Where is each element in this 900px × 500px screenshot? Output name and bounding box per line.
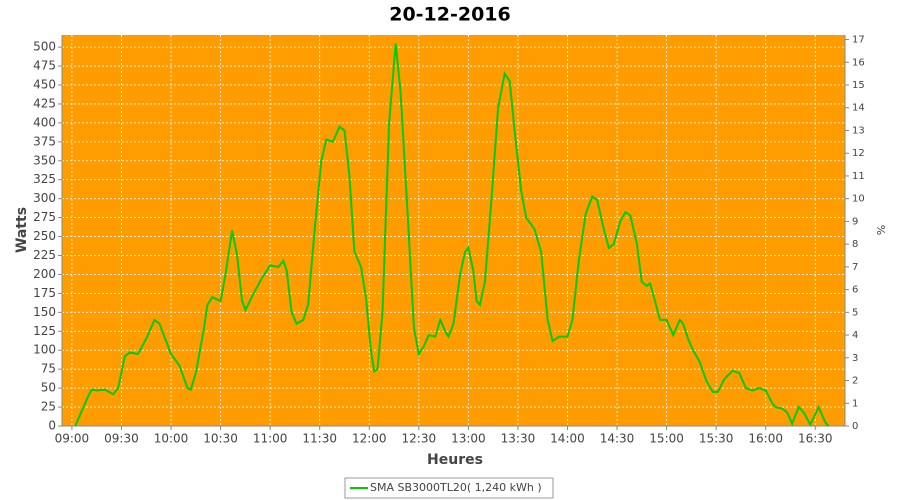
x-tick-label: 14:30 bbox=[600, 432, 635, 446]
y-tick-label: 500 bbox=[33, 40, 56, 54]
y2-tick-label: 14 bbox=[852, 103, 865, 114]
legend-box bbox=[344, 477, 554, 499]
plot-area bbox=[62, 35, 845, 426]
y-tick-label: 200 bbox=[33, 267, 56, 281]
x-tick-label: 10:00 bbox=[154, 432, 189, 446]
y2-tick-label: 11 bbox=[852, 171, 865, 182]
y2-tick-label: 13 bbox=[852, 125, 865, 136]
y-tick-label: 25 bbox=[41, 400, 56, 414]
y-tick-label: 325 bbox=[33, 172, 56, 186]
y2-tick-label: 17 bbox=[852, 35, 865, 46]
y-tick-label: 50 bbox=[41, 381, 56, 395]
series-line bbox=[74, 43, 830, 427]
x-tick-label: 11:00 bbox=[253, 432, 288, 446]
x-tick-label: 13:30 bbox=[501, 432, 536, 446]
y2-tick-label: 0 bbox=[852, 421, 858, 432]
x-axis-label: Heures bbox=[427, 452, 483, 468]
x-tick-label: 16:00 bbox=[748, 432, 783, 446]
y-tick-label: 400 bbox=[33, 115, 56, 129]
y-axis-label: Watts bbox=[14, 207, 30, 253]
x-tick-label: 14:00 bbox=[550, 432, 585, 446]
legend-label: SMA SB3000TL20( 1,240 kWh ) bbox=[370, 481, 542, 494]
y2-tick-label: 9 bbox=[852, 216, 858, 227]
y-tick-label: 175 bbox=[33, 286, 56, 300]
y2-tick-label: 8 bbox=[852, 239, 858, 250]
y-tick-label: 375 bbox=[33, 134, 56, 148]
x-tick-label: 16:30 bbox=[798, 432, 833, 446]
y2-tick-label: 2 bbox=[852, 376, 858, 387]
y2-tick-label: 16 bbox=[852, 57, 865, 68]
y-tick-label: 425 bbox=[33, 96, 56, 110]
x-tick-label: 09:30 bbox=[104, 432, 139, 446]
y2-tick-label: 15 bbox=[852, 80, 865, 91]
x-tick-label: 12:30 bbox=[402, 432, 437, 446]
y-tick-label: 350 bbox=[33, 153, 56, 167]
y2-tick-label: 4 bbox=[852, 330, 858, 341]
y2-tick-label: 12 bbox=[852, 148, 865, 159]
y-tick-label: 225 bbox=[33, 248, 56, 262]
chart-title: 20-12-2016 bbox=[389, 4, 511, 26]
y2-axis-label: % bbox=[875, 225, 888, 235]
y2-tick-label: 5 bbox=[852, 307, 858, 318]
y-tick-label: 250 bbox=[33, 229, 56, 243]
y2-tick-label: 6 bbox=[852, 285, 858, 296]
y-tick-label: 0 bbox=[48, 419, 56, 433]
x-tick-label: 15:30 bbox=[699, 432, 734, 446]
y-tick-label: 150 bbox=[33, 305, 56, 319]
x-tick-label: 12:00 bbox=[352, 432, 387, 446]
x-tick-label: 13:00 bbox=[451, 432, 486, 446]
y2-tick-label: 3 bbox=[852, 353, 858, 364]
x-tick-label: 09:00 bbox=[55, 432, 90, 446]
y-tick-label: 475 bbox=[33, 59, 56, 73]
y-tick-label: 125 bbox=[33, 324, 56, 338]
y2-tick-label: 10 bbox=[852, 194, 865, 205]
x-tick-label: 10:30 bbox=[203, 432, 238, 446]
y2-tick-label: 1 bbox=[852, 398, 858, 409]
x-tick-label: 11:30 bbox=[302, 432, 337, 446]
y-tick-label: 275 bbox=[33, 210, 56, 224]
y-tick-label: 300 bbox=[33, 191, 56, 205]
y-tick-label: 450 bbox=[33, 78, 56, 92]
x-tick-label: 15:00 bbox=[649, 432, 684, 446]
y2-tick-label: 7 bbox=[852, 262, 858, 273]
y-tick-label: 75 bbox=[41, 362, 56, 376]
y-tick-label: 100 bbox=[33, 343, 56, 357]
